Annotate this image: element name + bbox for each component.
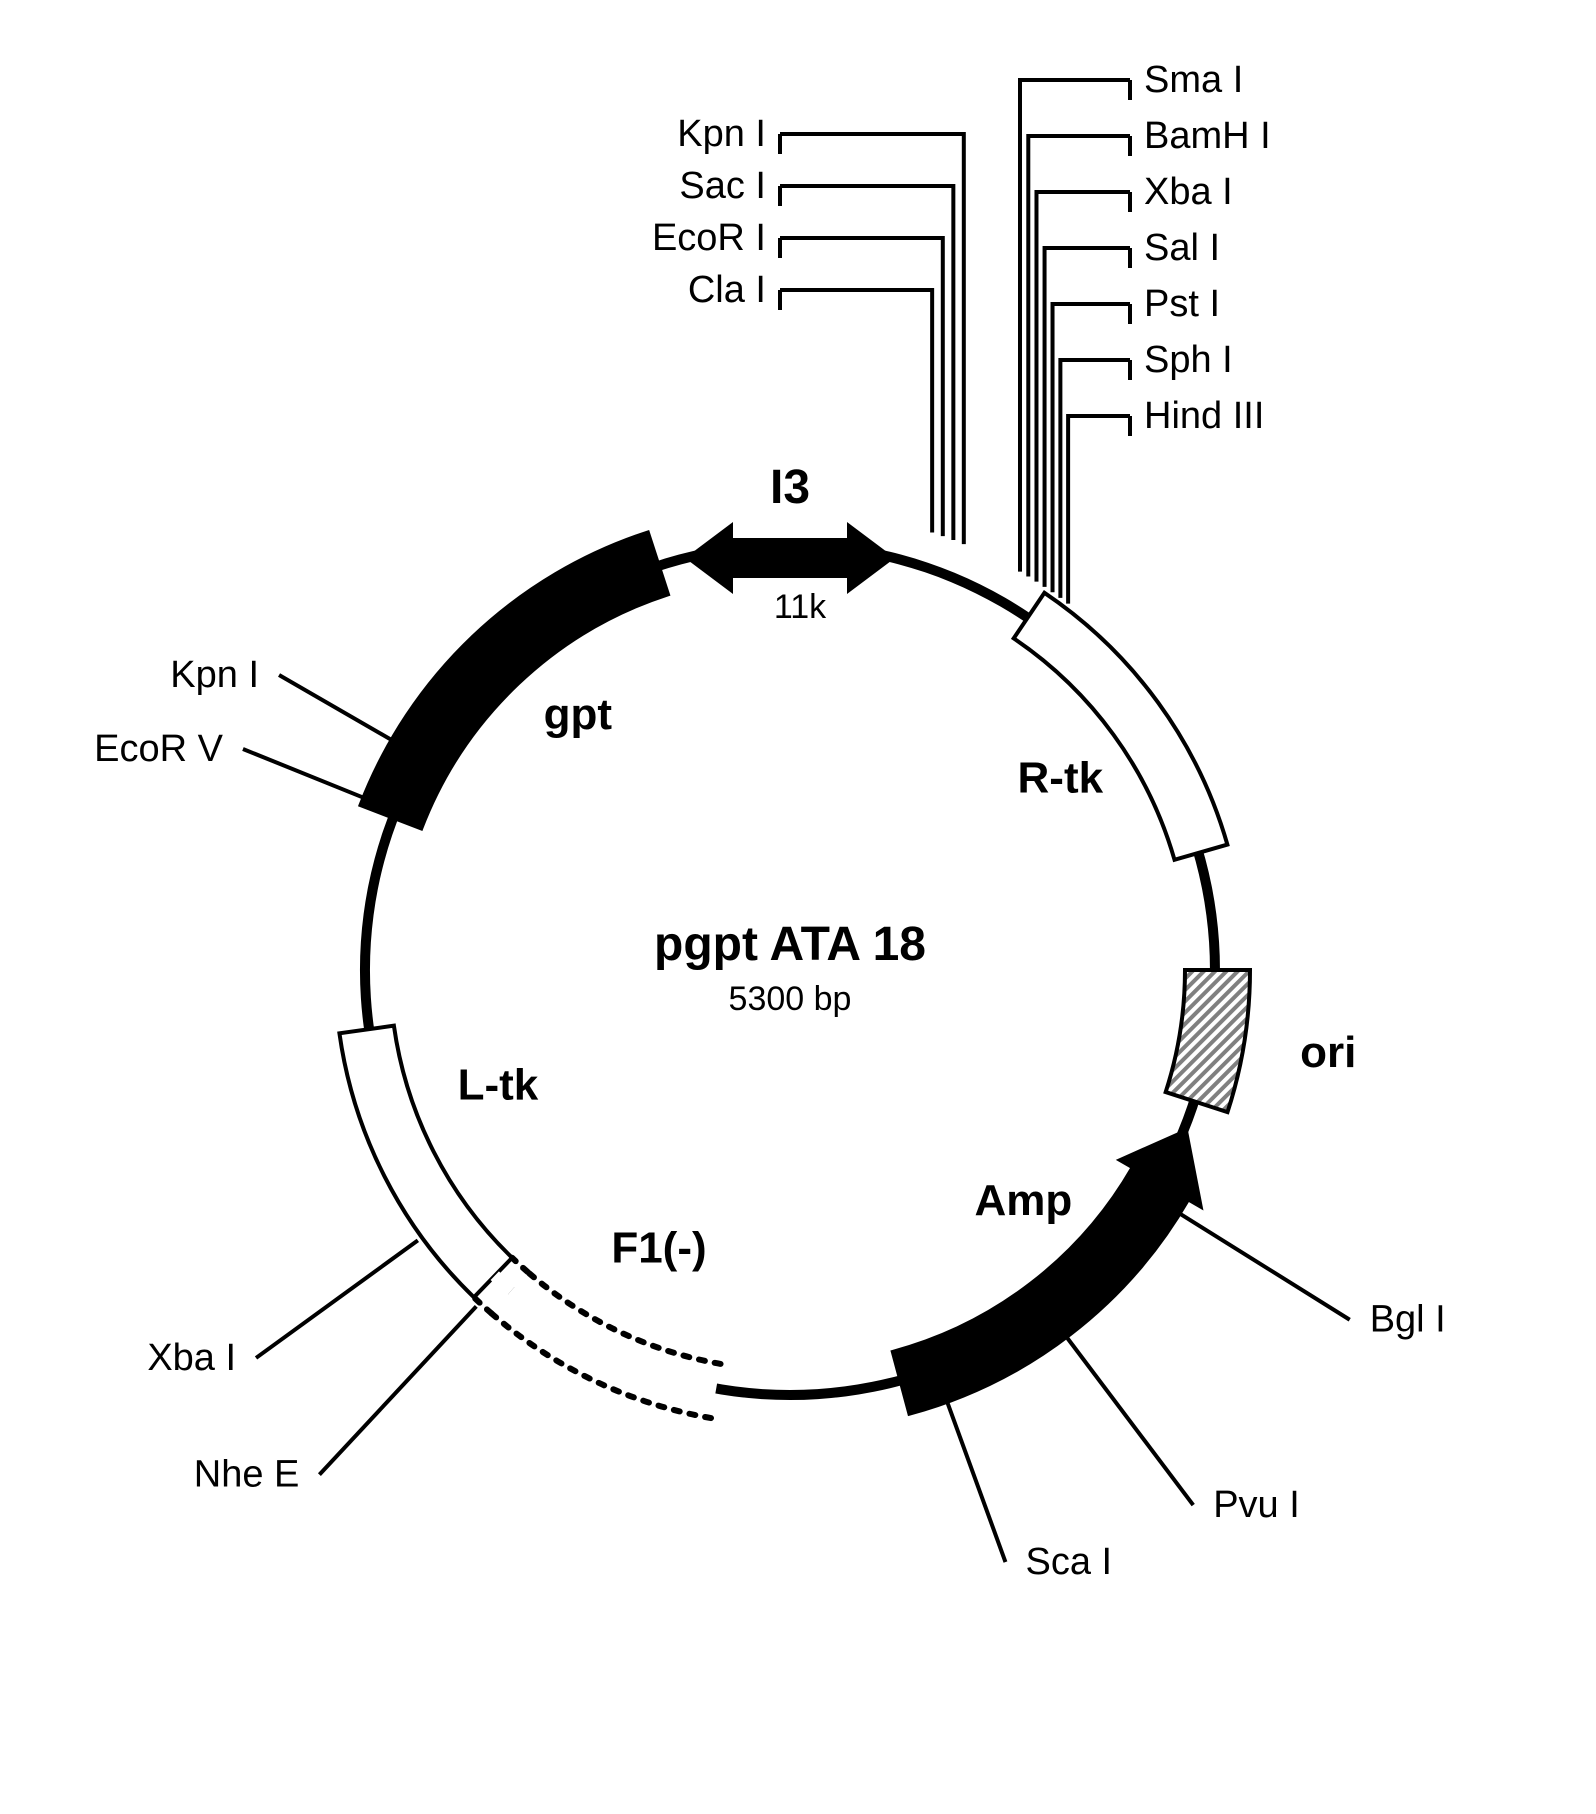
site-label-sali: Sal I [1144, 227, 1220, 269]
i3-label: I3 [770, 461, 810, 514]
feature-f1 [491, 1313, 710, 1418]
site-tick-ecorv [243, 749, 364, 798]
site-label-kpni: Kpn I [677, 113, 766, 155]
site-tick-bgli [1180, 1214, 1350, 1320]
feature-label-gpt: gpt [544, 690, 613, 739]
feature-nhe_gap-inner [512, 1258, 527, 1272]
site-tick-nhee [319, 1306, 476, 1474]
site-label-scai: Sca I [1025, 1541, 1112, 1583]
site-tick-psti [1053, 304, 1130, 592]
feature-label-ltk: L-tk [458, 1061, 539, 1110]
site-label-xbai_l: Xba I [147, 1337, 236, 1379]
site-label-saci: Sac I [679, 165, 766, 207]
site-label-ecori: EcoR I [652, 217, 766, 259]
site-label-smai: Sma I [1144, 59, 1243, 101]
site-label-psti: Pst I [1144, 283, 1220, 325]
plasmid-size: 5300 bp [729, 980, 852, 1018]
plasmid-map: gpt R-tk ori Amp F1(-) L-tk I3 11k pgpt ATA 18 53… [0, 0, 1596, 1814]
feature-label-rtk: R-tk [1018, 753, 1104, 802]
site-tick-pvui [1067, 1337, 1193, 1505]
site-tick-scai [947, 1402, 1005, 1562]
site-tick-hind3 [1068, 416, 1130, 604]
feature-ori [1166, 970, 1250, 1112]
feature-f1-inner [528, 1272, 721, 1364]
site-label-ecorv: EcoR V [94, 728, 223, 770]
feature-label-amp: Amp [974, 1176, 1072, 1225]
feature-label-f1: F1(-) [611, 1224, 706, 1273]
feature-f1-mask [507, 1286, 717, 1394]
i3-sublabel: 11k [774, 588, 827, 626]
feature-rtk [1014, 593, 1228, 860]
feature-gpt [361, 533, 668, 829]
i3-arrow [685, 522, 895, 594]
site-label-pvui: Pvu I [1213, 1484, 1300, 1526]
feature-nhe_gap [474, 1297, 492, 1313]
site-label-sphi: Sph I [1144, 339, 1233, 381]
plasmid-title: pgpt ATA 18 [654, 918, 926, 971]
site-label-kpni_l: Kpn I [170, 654, 259, 696]
site-label-xbai: Xba I [1144, 171, 1233, 213]
site-tick-sphi [1060, 360, 1130, 598]
site-label-hind3: Hind III [1144, 395, 1264, 437]
site-tick-xbai_l [256, 1240, 418, 1358]
site-label-nhee: Nhe E [194, 1454, 300, 1496]
site-label-clai: Cla I [688, 269, 766, 311]
site-tick-xbai [1036, 192, 1130, 582]
site-label-bgli: Bgl I [1370, 1299, 1446, 1341]
feature-label-ori: ori [1300, 1028, 1356, 1077]
site-tick-kpni_l [279, 675, 392, 740]
site-label-bamhi: BamH I [1144, 115, 1271, 157]
